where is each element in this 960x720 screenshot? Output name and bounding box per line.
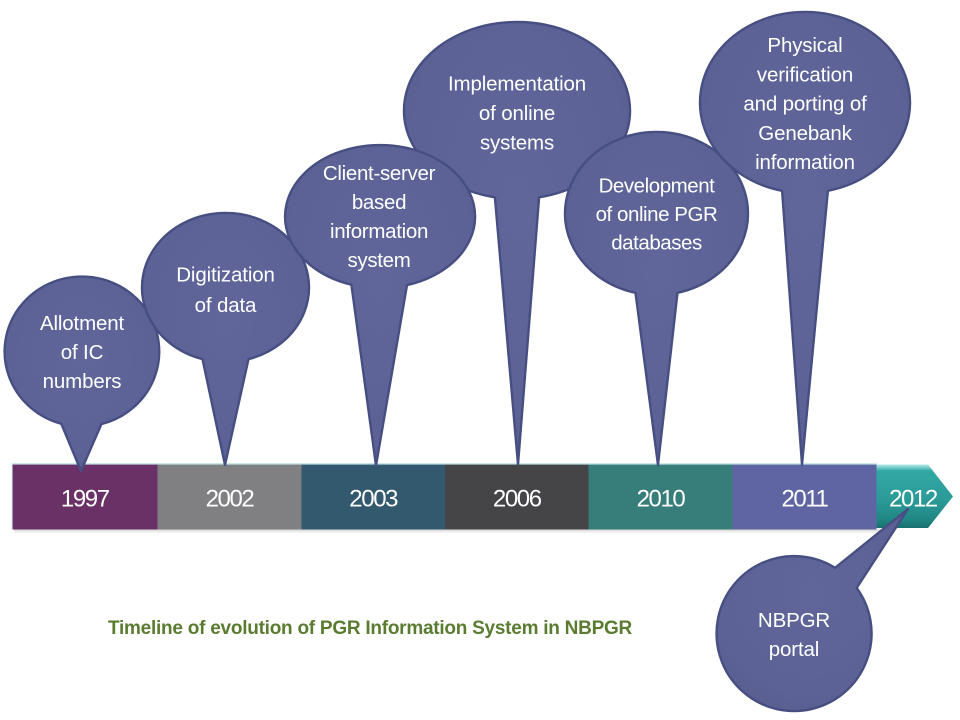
- svg-text:databases: databases: [611, 232, 702, 255]
- svg-text:Allotment: Allotment: [40, 312, 125, 335]
- svg-text:2010: 2010: [637, 486, 686, 513]
- svg-text:Physical: Physical: [767, 34, 842, 57]
- svg-text:information: information: [330, 220, 428, 243]
- svg-text:2012: 2012: [889, 486, 938, 513]
- svg-text:verification: verification: [757, 63, 853, 86]
- svg-text:based: based: [352, 191, 406, 214]
- svg-text:of online: of online: [479, 102, 555, 125]
- svg-text:information: information: [755, 151, 855, 174]
- svg-text:2006: 2006: [493, 486, 542, 513]
- svg-text:Development: Development: [599, 175, 716, 198]
- svg-text:Digitization: Digitization: [176, 264, 274, 287]
- svg-text:of IC: of IC: [61, 341, 104, 364]
- svg-text:Implementation: Implementation: [448, 73, 586, 96]
- svg-text:systems: systems: [480, 132, 554, 155]
- svg-text:Client-server: Client-server: [323, 162, 436, 185]
- svg-text:and porting of: and porting of: [743, 93, 867, 116]
- svg-text:2002: 2002: [206, 486, 255, 513]
- svg-text:of online PGR: of online PGR: [596, 203, 718, 226]
- svg-text:Timeline of evolution of PGR I: Timeline of evolution of PGR Information…: [108, 618, 633, 639]
- svg-text:of data: of data: [195, 294, 257, 317]
- svg-text:NBPGR: NBPGR: [758, 609, 830, 632]
- svg-text:system: system: [347, 249, 410, 272]
- svg-text:numbers: numbers: [43, 370, 122, 393]
- svg-text:2011: 2011: [781, 486, 828, 513]
- svg-text:1997: 1997: [61, 486, 110, 513]
- svg-text:portal: portal: [769, 638, 819, 661]
- svg-text:2003: 2003: [349, 486, 398, 513]
- svg-text:Genebank: Genebank: [758, 122, 852, 145]
